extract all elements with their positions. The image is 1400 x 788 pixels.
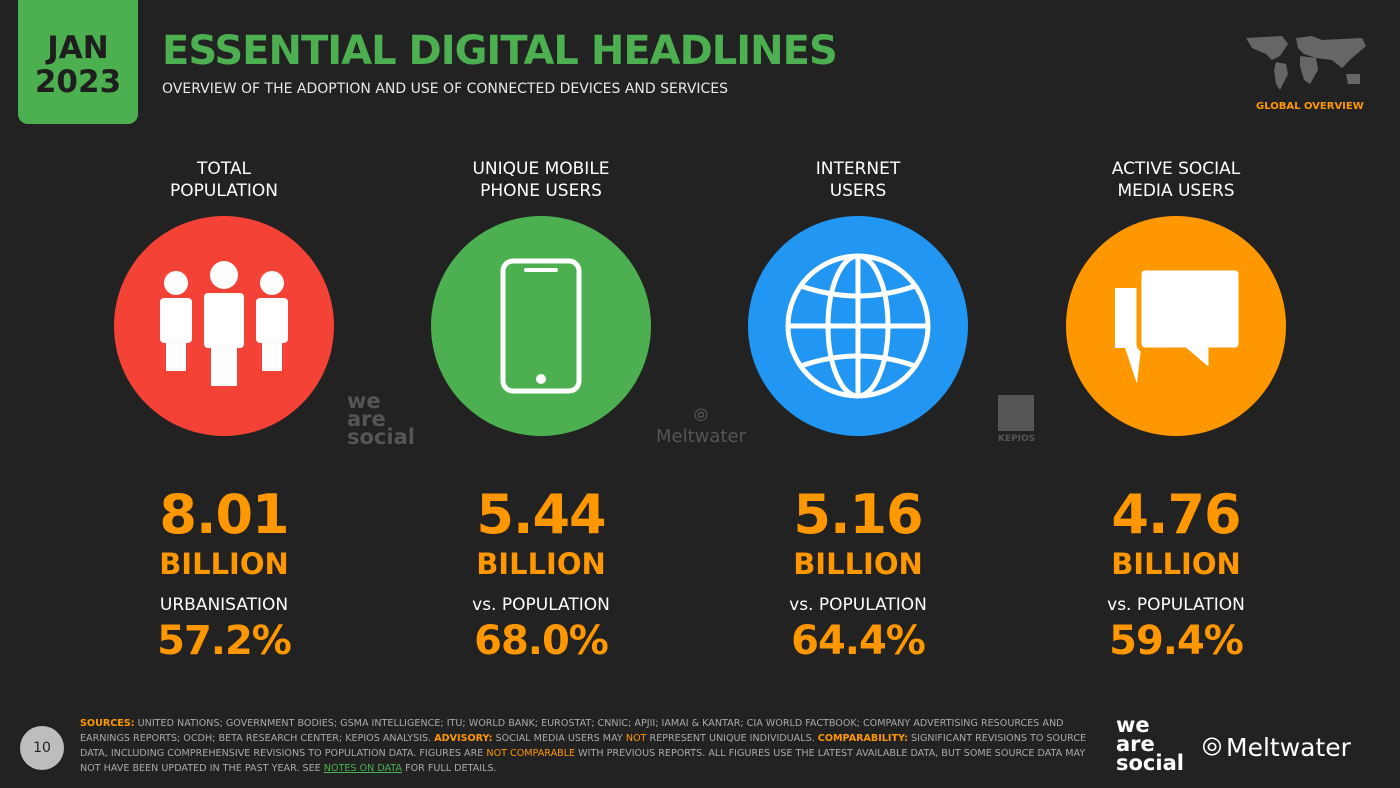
mobile-phone-icon (500, 258, 582, 394)
stat-label: USERS (829, 181, 887, 201)
stat-label: PHONE USERS (480, 181, 602, 201)
social-circle (1066, 216, 1286, 436)
meltwater-icon: ⦾ (1202, 732, 1223, 761)
stat-sublabel: vs. POPULATION (472, 595, 610, 615)
stat-percent: 64.4% (791, 618, 926, 664)
date-year: 2023 (34, 64, 122, 100)
page-title: ESSENTIAL DIGITAL HEADLINES (162, 28, 838, 74)
people-icon (160, 261, 288, 386)
stat-value: 8.01 (159, 483, 289, 546)
stat-value: 5.16 (793, 483, 923, 546)
stat-unit: BILLION (793, 547, 923, 581)
stat-sublabel: vs. POPULATION (789, 595, 927, 615)
kepios-watermark: KEPIOS (998, 395, 1035, 444)
date-month: JAN (47, 30, 109, 66)
date-badge: JAN 2023 (18, 0, 138, 124)
stat-percent: 57.2% (157, 618, 292, 664)
stat-social-media-users: ACTIVE SOCIAL MEDIA USERS 4.76 BILLION vs… (1026, 158, 1326, 666)
wearesocial-watermark: we are social (347, 389, 415, 449)
mobile-circle (431, 216, 651, 436)
stat-unit: BILLION (1111, 547, 1241, 581)
stat-total-population: TOTAL POPULATION 8.01 BILLION URBANISATIO… (74, 158, 374, 666)
world-map-icon (1246, 36, 1366, 90)
stat-sublabel: URBANISATION (159, 595, 289, 615)
stat-label: MEDIA USERS (1117, 181, 1235, 201)
stat-unit: BILLION (476, 547, 606, 581)
meltwater-watermark: ⦾ Meltwater (656, 405, 746, 447)
stat-label: POPULATION (170, 181, 278, 201)
globe-icon (785, 253, 931, 399)
stat-sublabel: vs. POPULATION (1107, 595, 1245, 615)
stat-label: INTERNET (815, 159, 901, 179)
stat-unit: BILLION (159, 547, 289, 581)
internet-circle (748, 216, 968, 436)
stat-label: UNIQUE MOBILE (472, 159, 610, 179)
page-number: 10 (20, 726, 64, 770)
region-label: GLOBAL OVERVIEW (1256, 101, 1364, 112)
chat-bubbles-icon (1115, 266, 1241, 384)
wearesocial-logo: we are social (1116, 713, 1184, 775)
stat-value: 4.76 (1111, 483, 1241, 546)
stat-percent: 59.4% (1109, 618, 1244, 664)
notes-on-data-link[interactable]: NOTES ON DATA (323, 763, 403, 774)
stat-percent: 68.0% (474, 618, 609, 664)
footer-notes: SOURCES: UNITED NATIONS; GOVERNMENT BODI… (80, 718, 1087, 774)
stat-label: ACTIVE SOCIAL (1111, 159, 1241, 179)
page-subtitle: OVERVIEW OF THE ADOPTION AND USE OF CONN… (162, 81, 729, 97)
stat-internet-users: INTERNET USERS 5.16 BILLION vs. POPULATIO… (708, 158, 1008, 666)
stat-label: TOTAL (197, 159, 251, 179)
meltwater-logo: ⦾ Meltwater (1202, 732, 1351, 762)
population-circle (114, 216, 334, 436)
stat-mobile-users: UNIQUE MOBILE PHONE USERS 5.44 BILLION vs… (391, 158, 691, 666)
stat-value: 5.44 (476, 483, 606, 546)
